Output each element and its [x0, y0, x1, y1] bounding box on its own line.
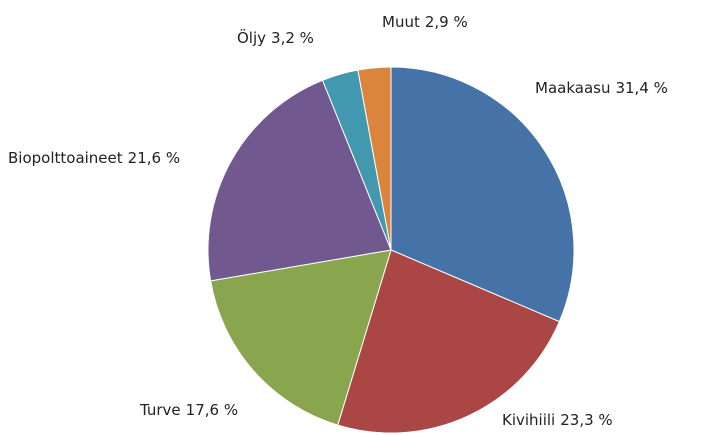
- slice-label: Turve 17,6 %: [139, 401, 238, 419]
- slice-category: Biopolttoaineet: [8, 149, 123, 167]
- slice-label: Kivihiili 23,3 %: [502, 411, 613, 429]
- slice-category: Maakaasu: [535, 79, 610, 97]
- slice-value: 23,3 %: [560, 411, 612, 429]
- slice-value: 17,6 %: [186, 401, 238, 419]
- slice-label: Öljy 3,2 %: [237, 28, 314, 47]
- slice-value: 3,2 %: [271, 29, 314, 47]
- slice-value: 2,9 %: [425, 13, 468, 31]
- pie-slice: [390, 66, 575, 323]
- pie-slice: [210, 249, 392, 426]
- slice-label: Biopolttoaineet 21,6 %: [8, 149, 180, 167]
- pie-slice: [357, 66, 392, 251]
- slice-value: 31,4 %: [615, 79, 667, 97]
- pie-slice: [337, 249, 561, 434]
- slice-category: Öljy: [237, 28, 266, 47]
- slice-category: Turve: [139, 401, 181, 419]
- slice-category: Kivihiili: [502, 411, 555, 429]
- slice-category: Muut: [382, 13, 420, 31]
- slice-value: 21,6 %: [128, 149, 180, 167]
- pie-slice: [207, 79, 392, 282]
- slice-label: Maakaasu 31,4 %: [535, 79, 668, 97]
- slice-label: Muut 2,9 %: [382, 13, 468, 31]
